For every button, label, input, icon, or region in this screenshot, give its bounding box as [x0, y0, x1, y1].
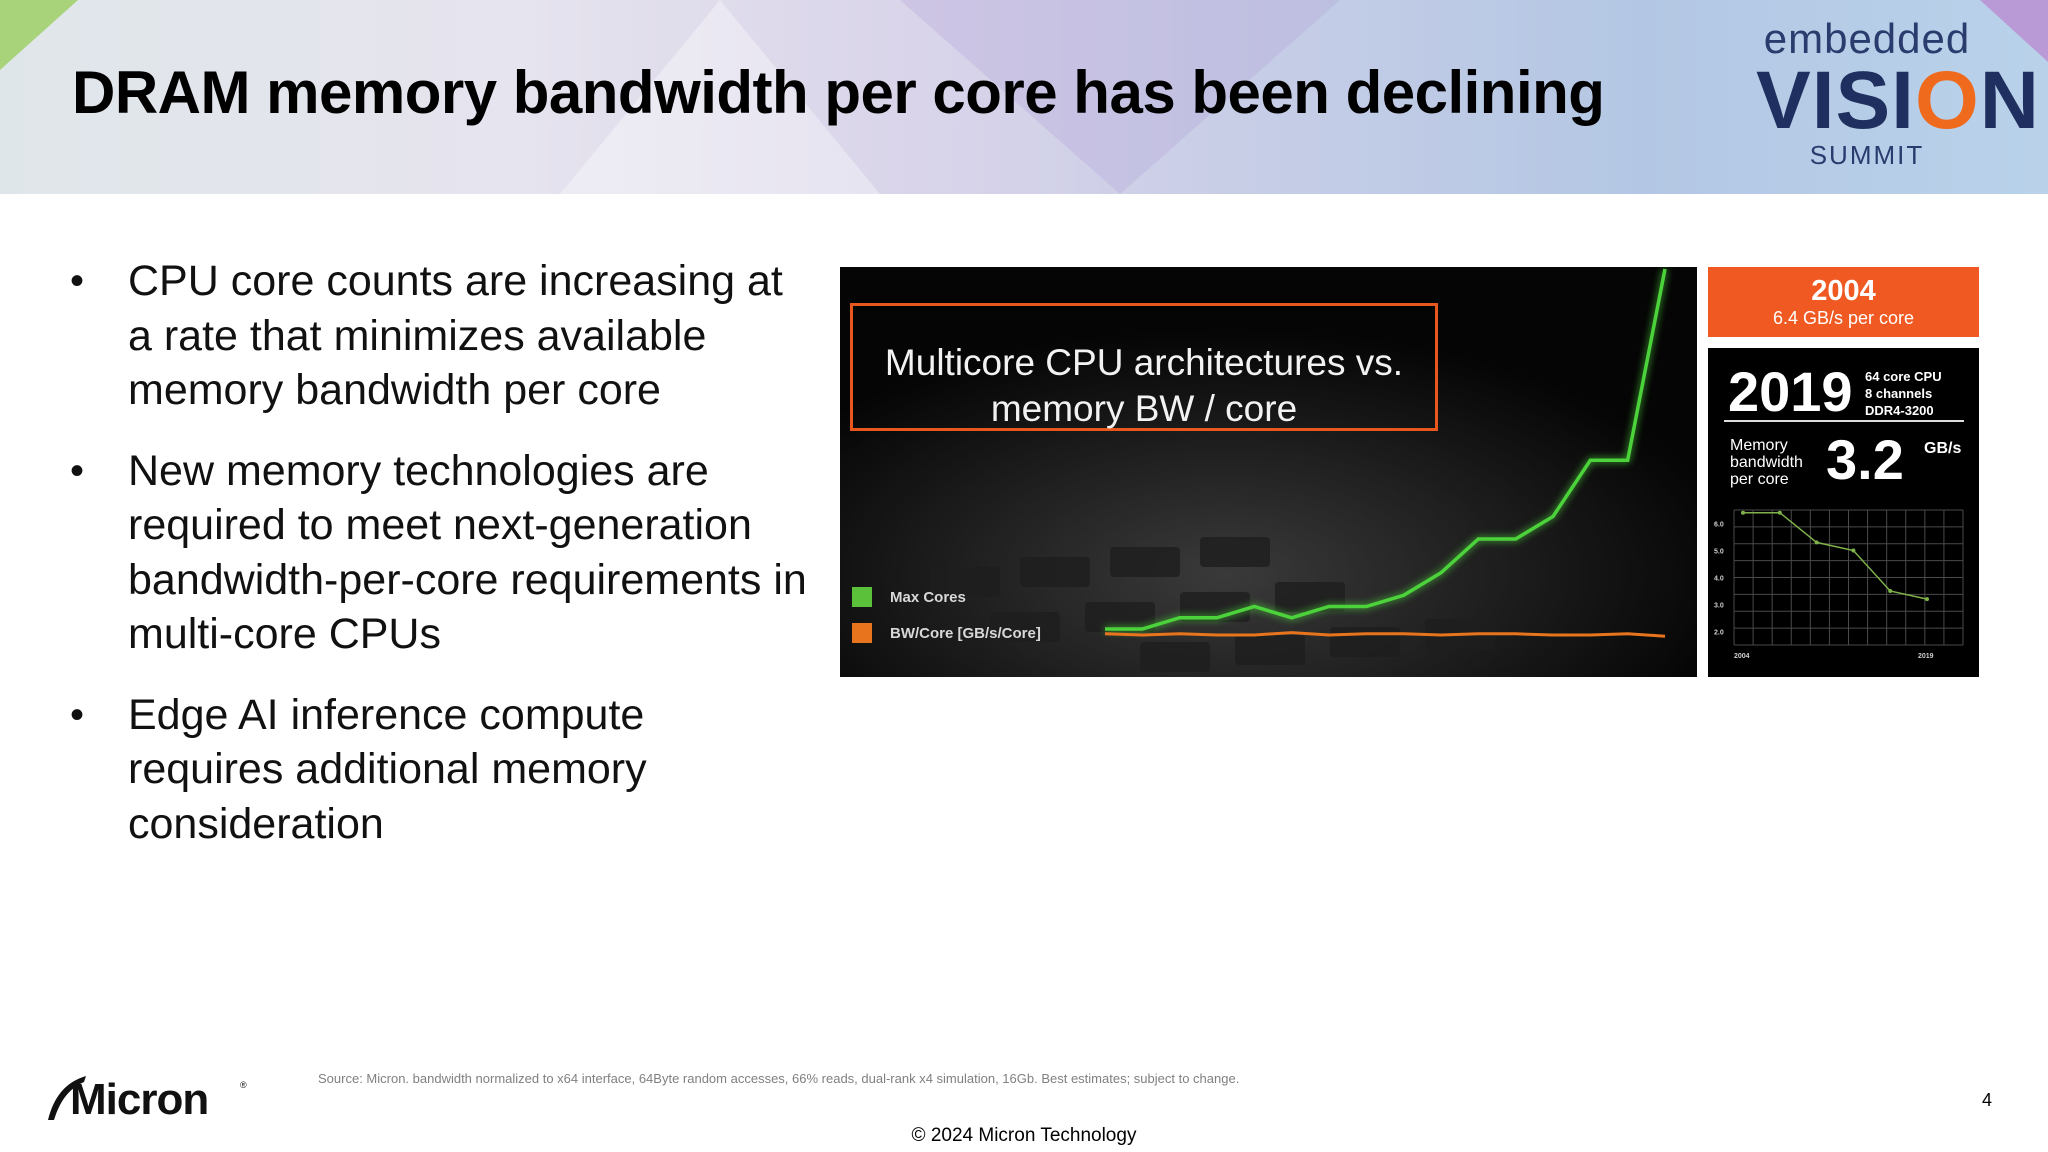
chart-title-line: memory BW / core	[990, 388, 1298, 429]
chart-lines	[1104, 268, 1667, 638]
chart-legend: Max Cores BW/Core [GB/s/Core]	[852, 579, 1041, 651]
bullet-text: Edge AI inference compute requires addit…	[128, 690, 647, 848]
chart-title-line: Multicore CPU architectures vs.	[884, 342, 1404, 383]
spec-channels: 8 channels	[1865, 386, 1933, 401]
copyright: © 2024 Micron Technology	[911, 1125, 1137, 1146]
bullet-glyph: •	[70, 259, 85, 303]
bullet-glyph: •	[70, 448, 85, 493]
y-tick-label: 4.0	[1714, 576, 1724, 583]
bw-label-line: per core	[1730, 471, 1789, 488]
bw-label: Memory bandwidth per core	[1730, 437, 1803, 488]
bw-label-line: Memory	[1730, 437, 1788, 454]
bandwidth-point	[1925, 597, 1929, 602]
bw-unit: GB/s	[1924, 440, 1962, 457]
year-2019: 2019	[1728, 360, 1853, 423]
slide-header: DRAM memory bandwidth per core has been …	[0, 0, 2048, 194]
bullet-item: • CPU core counts are increasing at a rat…	[70, 254, 810, 418]
svg-text:Micron: Micron	[70, 1075, 208, 1124]
x-tick-label: 2019	[1918, 653, 1934, 660]
bw-per-core-line	[1104, 631, 1666, 638]
bullet-item: • Edge AI inference compute requires addi…	[70, 688, 810, 852]
logo-line-embedded: embedded	[1763, 15, 1971, 62]
chart-title: Multicore CPU architectures vs. memory BW…	[853, 340, 1435, 432]
page-number: 4	[1982, 1090, 1993, 1110]
bullet-item: • New memory technologies are required to…	[70, 444, 810, 662]
svg-text:®: ®	[240, 1080, 247, 1090]
spec-ddr: DDR4-3200	[1865, 403, 1934, 418]
bandwidth-point	[1814, 540, 1819, 545]
bullet-glyph: •	[70, 692, 85, 737]
bandwidth-point	[1741, 510, 1745, 515]
bandwidth-point	[1777, 510, 1782, 515]
source-note: Source: Micron. bandwidth normalized to …	[318, 1071, 1240, 1086]
slide-title: DRAM memory bandwidth per core has been …	[72, 59, 1605, 126]
x-tick-label: 2004	[1734, 653, 1750, 660]
divider	[1724, 420, 1964, 422]
y-tick-label: 2.0	[1714, 630, 1724, 637]
max-cores-line	[1105, 268, 1667, 631]
y-tick-label: 6.0	[1714, 522, 1724, 529]
bw-value: 3.2	[1826, 428, 1904, 491]
multicore-chart: Multicore CPU architectures vs. memory BW…	[840, 267, 1697, 677]
legend-item-max-cores: Max Cores	[852, 579, 1041, 615]
bullet-list: • CPU core counts are increasing at a rat…	[70, 254, 810, 877]
bandwidth-point	[1851, 548, 1856, 553]
bullet-text: CPU core counts are increasing at a rate…	[128, 257, 783, 414]
chip-background	[840, 267, 1697, 677]
year-2004: 2004	[1811, 275, 1876, 307]
decorative-triangle	[900, 0, 1340, 194]
legend-item-bw-core: BW/Core [GB/s/Core]	[852, 615, 1041, 651]
info-panel-2004: 2004 6.4 GB/s per core	[1708, 267, 1979, 337]
legend-swatch	[852, 623, 872, 643]
bullet-text: New memory technologies are required to …	[128, 446, 807, 659]
bw-label-line: bandwidth	[1730, 454, 1803, 471]
chart-title-box: Multicore CPU architectures vs. memory BW…	[850, 303, 1438, 431]
legend-swatch	[852, 587, 872, 607]
legend-label: BW/Core [GB/s/Core]	[890, 624, 1041, 642]
logo-vision-post: N	[1979, 55, 2040, 146]
y-tick-label: 5.0	[1714, 549, 1724, 556]
spec-cores: 64 core CPU	[1865, 369, 1942, 384]
logo-vision-pre: VISI	[1756, 55, 1915, 146]
info-panel-2019: 2019 64 core CPU 8 channels DDR4-3200 Me…	[1708, 348, 1979, 677]
bandwidth-point	[1888, 589, 1893, 593]
decorative-triangle	[1980, 0, 2048, 62]
cpu-specs: 64 core CPU 8 channels DDR4-3200	[1865, 368, 1942, 419]
micron-logo: Micron ®	[48, 1075, 247, 1124]
legend-label: Max Cores	[890, 588, 966, 606]
mini-bandwidth-chart: 6.0 5.0 4.0 3.0 2.0 2004 2019	[1714, 509, 1964, 660]
y-tick-label: 3.0	[1714, 603, 1724, 610]
logo-line-summit: SUMMIT	[1809, 140, 1925, 170]
decorative-triangle	[560, 0, 880, 194]
bandwidth-2004: 6.4 GB/s per core	[1772, 308, 1915, 328]
bandwidth-line	[1743, 511, 1928, 600]
decorative-triangle	[0, 0, 78, 70]
embedded-vision-summit-logo: embedded VISION SUMMIT	[1756, 15, 2039, 171]
logo-vision-accent: O	[1914, 55, 1980, 146]
logo-line-vision: VISION	[1756, 60, 2039, 142]
